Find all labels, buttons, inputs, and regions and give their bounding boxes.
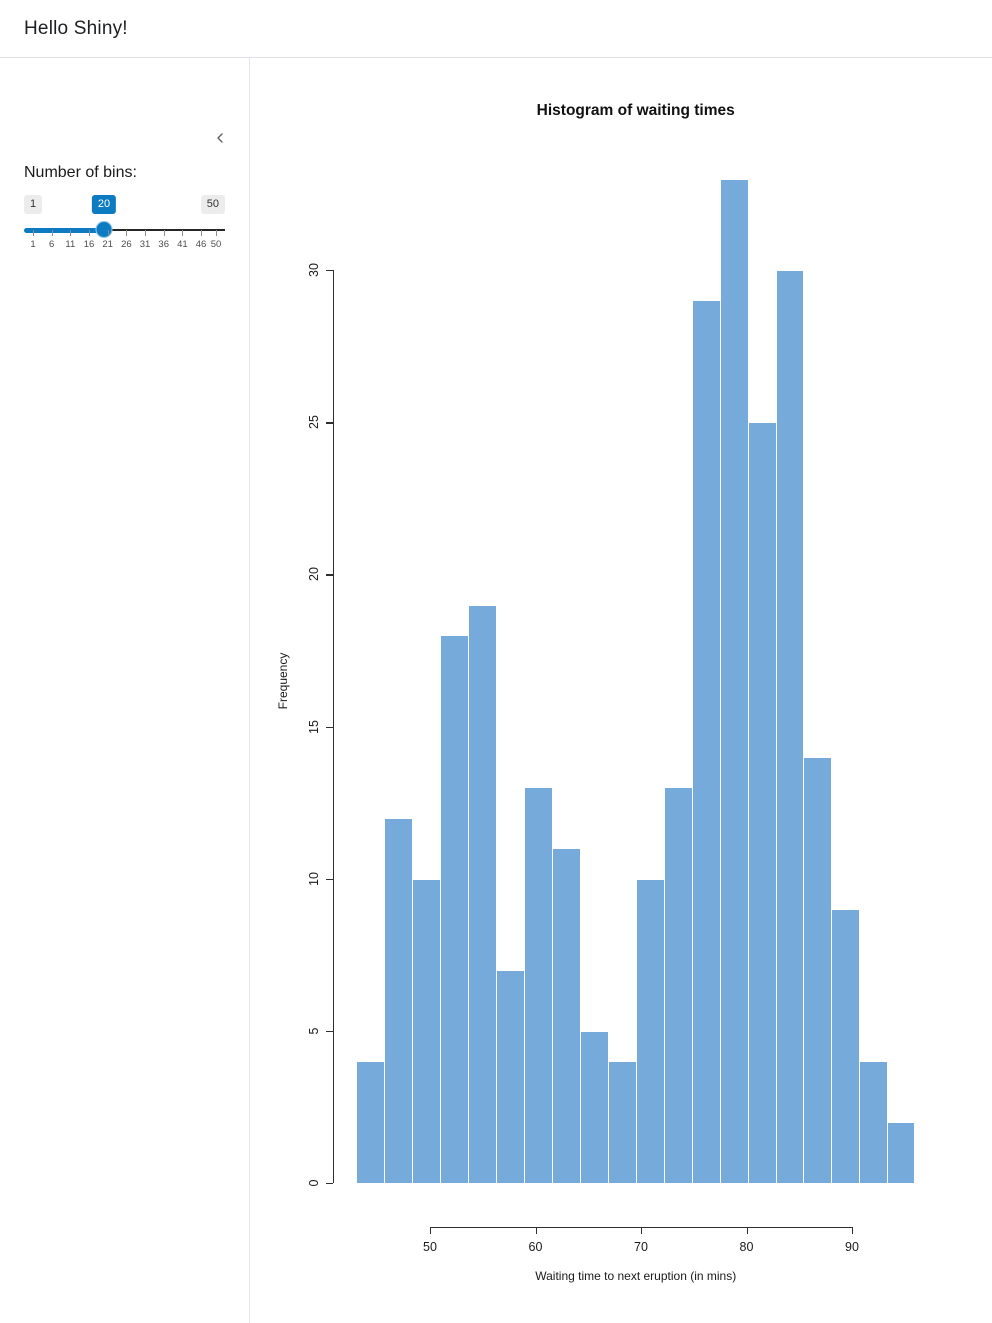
y-axis-tick-label: 25 (307, 415, 321, 430)
x-axis-line (430, 1227, 852, 1229)
y-axis-tick-label: 10 (307, 871, 321, 886)
slider-tick-label: 6 (49, 239, 55, 250)
slider-tick (126, 230, 128, 236)
slider-filled-track[interactable] (24, 227, 104, 233)
x-axis-tick-label: 50 (423, 1240, 437, 1254)
slider-tick (89, 230, 91, 236)
x-axis-tick-label: 70 (634, 1240, 648, 1254)
slider-label: Number of bins: (24, 164, 137, 181)
histogram-bar (691, 300, 720, 1183)
histogram-bar (747, 422, 776, 1183)
y-axis-label: Frequency (276, 652, 290, 710)
histogram-bar (803, 756, 832, 1183)
slider-tick (33, 230, 34, 236)
histogram-bar (551, 848, 580, 1183)
slider-tick (201, 230, 203, 236)
slider-value-badge: 20 (91, 195, 117, 214)
y-axis-tick (326, 574, 333, 576)
x-axis-tick-label: 80 (739, 1240, 754, 1254)
histogram-bar (356, 1061, 385, 1183)
histogram-bar (887, 1122, 916, 1183)
histogram-bar (412, 878, 441, 1183)
y-axis-tick-label: 0 (307, 1179, 321, 1187)
y-axis-tick (326, 1183, 333, 1185)
histogram-bar (495, 969, 524, 1183)
x-axis-tick (852, 1227, 854, 1234)
slider-tick-label: 36 (158, 239, 169, 250)
x-axis-tick-label: 90 (845, 1240, 859, 1254)
y-axis-tick (326, 726, 333, 728)
chevron-left-icon (212, 130, 228, 149)
histogram-bar (579, 1030, 608, 1183)
app-title: Hello Shiny! (24, 17, 128, 39)
slider-max-label: 50 (200, 195, 225, 214)
slider-tick (216, 230, 217, 236)
y-axis-tick (326, 422, 333, 424)
y-axis-tick-label: 15 (307, 719, 321, 734)
slider-tick (70, 230, 72, 236)
bins-slider[interactable]: 1 50 20 1 6 11 16 21 26 31 36 41 46 50 (24, 193, 225, 253)
y-axis-tick-label: 20 (307, 567, 321, 582)
histogram-bar (523, 787, 552, 1183)
sidebar: Number of bins: 1 50 20 1 6 11 16 21 26 31 36 41… (0, 58, 250, 1323)
histogram-bar (663, 787, 692, 1183)
slider-min-label: 1 (24, 195, 43, 214)
x-axis-tick (535, 1227, 537, 1234)
histogram-bar (467, 604, 496, 1183)
sidebar-collapse-button[interactable] (209, 128, 231, 150)
histogram-bar (607, 1061, 636, 1183)
histogram-bar (775, 270, 804, 1183)
x-axis-tick (746, 1227, 748, 1234)
plot-title: Histogram of waiting times (536, 102, 735, 119)
histogram-bar (859, 1061, 888, 1183)
slider-tick-label: 16 (83, 239, 95, 250)
histogram-bar (440, 635, 468, 1183)
histogram-bar (719, 178, 748, 1183)
slider-tick (163, 230, 165, 236)
x-axis-tick-label: 60 (528, 1240, 543, 1254)
slider-tick-label: 21 (102, 239, 113, 250)
histogram-bar (831, 909, 860, 1183)
slider-handle[interactable] (95, 221, 113, 238)
slider-tick (145, 230, 147, 236)
slider-tick (182, 230, 184, 236)
slider-tick-label: 41 (177, 239, 188, 250)
y-axis-tick-label: 30 (307, 263, 321, 277)
y-axis-tick (326, 1030, 333, 1033)
slider-track[interactable] (103, 229, 225, 231)
slider-tick (107, 230, 109, 236)
y-axis-tick (326, 878, 333, 881)
slider-tick (51, 230, 53, 236)
slider-tick-label: 1 (30, 239, 36, 250)
slider-tick-label: 11 (65, 239, 76, 250)
y-axis-tick-label: 5 (307, 1027, 321, 1035)
slider-tick-label: 26 (121, 239, 132, 250)
y-axis-tick (326, 270, 333, 272)
y-axis-line (333, 270, 335, 1183)
histogram-bar (384, 817, 413, 1183)
x-axis-tick (430, 1227, 432, 1234)
histogram-bar (635, 878, 664, 1183)
app-header: Hello Shiny! (0, 0, 992, 58)
x-axis-label: Waiting time to next eruption (in mins) (535, 1269, 737, 1283)
slider-tick-label: 31 (139, 239, 151, 250)
slider-tick-label: 46 (195, 239, 207, 250)
x-axis-tick (641, 1227, 643, 1234)
slider-tick-label: 50 (210, 239, 222, 250)
